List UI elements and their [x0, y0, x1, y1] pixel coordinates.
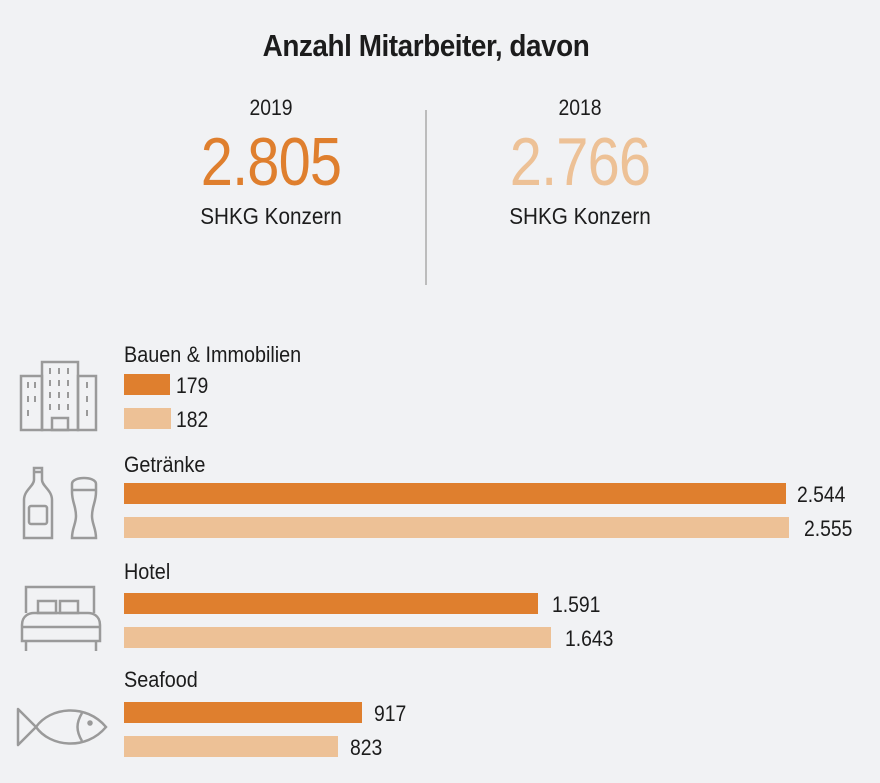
value-2019: 1.591	[552, 592, 601, 617]
bar-2019	[124, 593, 538, 614]
bar-2018	[124, 736, 338, 757]
group-label: Getränke	[124, 452, 206, 477]
beverages-icon	[22, 466, 98, 540]
group-label: Seafood	[124, 667, 198, 692]
bar-2018	[124, 517, 789, 538]
value-2018: 182	[176, 407, 209, 432]
bar-2018	[124, 627, 551, 648]
value-2018: 1.643	[565, 626, 614, 651]
value-2019: 179	[176, 373, 209, 398]
bar-2018	[124, 408, 171, 429]
bed-icon	[20, 585, 102, 651]
kpi-label: SHKG Konzern	[200, 203, 342, 229]
kpi-2018: 2018 2.766 SHKG Konzern	[430, 95, 730, 230]
value-2018: 823	[350, 735, 383, 760]
value-2019: 917	[374, 701, 407, 726]
bar-2019	[124, 374, 170, 395]
kpi-value: 2.766	[509, 124, 651, 200]
kpi-year: 2018	[558, 95, 602, 120]
bar-2019	[124, 483, 786, 504]
value-2018: 2.555	[804, 516, 853, 541]
group-label: Bauen & Immobilien	[124, 342, 302, 367]
building-icon	[19, 360, 98, 432]
kpi-2019: 2019 2.805 SHKG Konzern	[121, 95, 421, 230]
bar-2019	[124, 702, 362, 723]
value-2019: 2.544	[797, 482, 846, 507]
kpi-year: 2019	[249, 95, 293, 120]
chart-title: Anzahl Mitarbeiter, davon	[262, 28, 590, 63]
group-label: Hotel	[124, 559, 171, 584]
divider	[425, 110, 427, 285]
fish-icon	[16, 707, 108, 747]
kpi-label: SHKG Konzern	[509, 203, 651, 229]
kpi-value: 2.805	[200, 124, 342, 200]
